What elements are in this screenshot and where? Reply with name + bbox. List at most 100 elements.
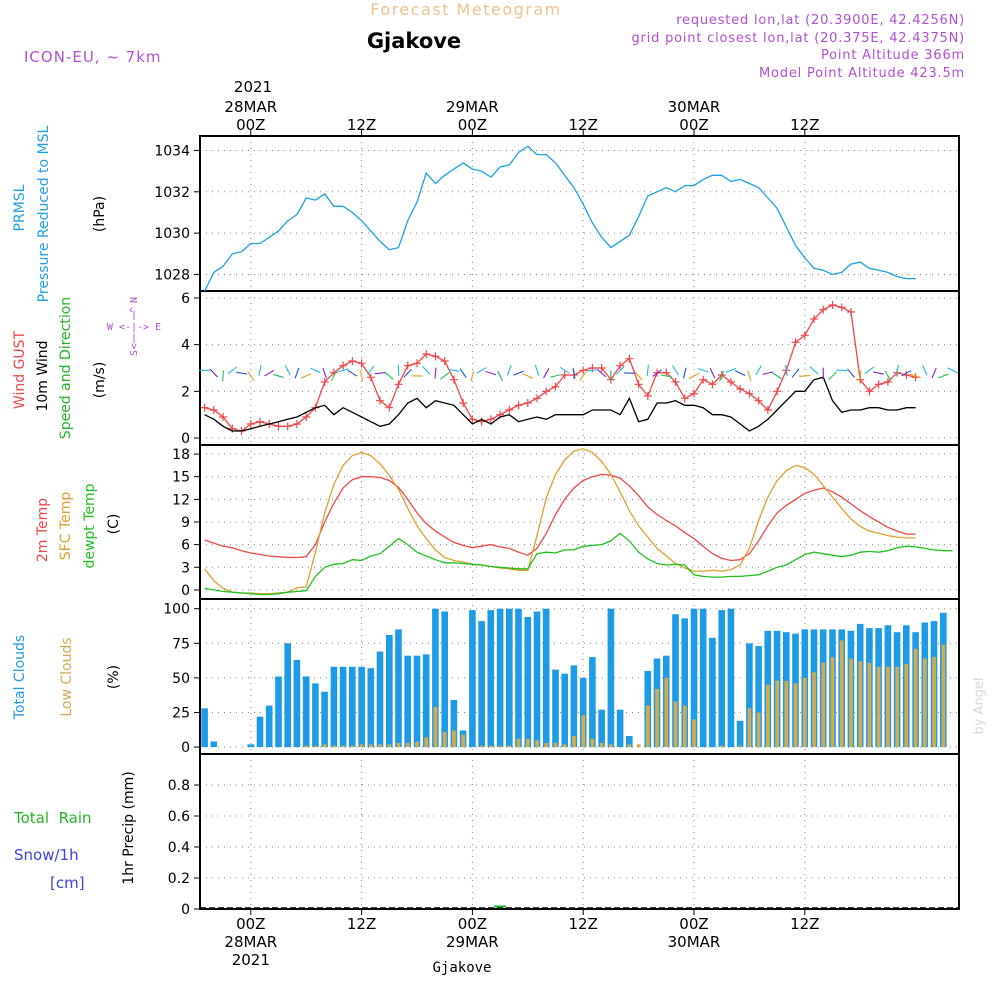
wind-arrow (384, 371, 394, 380)
wind-arrow (688, 372, 700, 380)
total-cloud-bar (699, 608, 707, 748)
compass-bar-top: | (131, 310, 137, 321)
gust-marker (579, 366, 588, 375)
dewpt-temp-line (204, 532, 953, 596)
wind-arrow (359, 370, 364, 382)
watermark: by Angel (972, 677, 987, 734)
precip-ytick-label: 0 (181, 902, 190, 918)
low-cloud-bar (636, 744, 641, 748)
wind-gust-label: Wind GUST (12, 330, 28, 409)
gust-marker (514, 401, 523, 410)
total-cloud-bar (709, 637, 716, 748)
low-cloud-bar (747, 708, 752, 748)
low-cloud-bar (599, 742, 604, 748)
wind-arrow (910, 373, 921, 379)
gust-marker (754, 396, 763, 405)
gust-marker (800, 331, 809, 340)
total-cloud-bar (579, 677, 587, 748)
top-tick-label: 00Z (458, 116, 487, 134)
total-cloud-bar (339, 666, 347, 748)
gust-marker (376, 396, 385, 405)
wind-ytick-label: 6 (181, 291, 190, 307)
wind-legend: Wind GUST 10m Wind Speed and Direction (… (12, 297, 161, 439)
total-cloud-bar (626, 736, 633, 748)
low-cloud-bar (646, 705, 650, 748)
bottom-tick-label: 12Z (347, 915, 376, 933)
top-tick-label: 12Z (347, 116, 376, 134)
rain-label: Total Rain (13, 809, 92, 827)
low-cloud-bar (876, 666, 881, 748)
temp-frame (199, 444, 960, 600)
low-cloud-bar (313, 745, 318, 748)
low-cloud-bar (562, 744, 567, 748)
total-cloud-bar (432, 608, 439, 748)
gust-marker (551, 382, 560, 391)
top-tick-label: 30MAR (668, 98, 721, 116)
precip-ytick-label: 0.8 (168, 778, 190, 794)
wind-arrow (459, 368, 467, 379)
low-cloud-bar (405, 742, 410, 748)
total-cloud-bar (358, 666, 365, 748)
total-cloud-bar (376, 651, 384, 748)
total-cloud-bar (386, 635, 393, 748)
total-cloud-bar (367, 668, 375, 748)
wind-arrow (709, 367, 716, 379)
clouds-ytick-label: 100 (163, 602, 190, 618)
low-cloud-bar (507, 745, 512, 748)
clouds-ytick-label: 25 (172, 705, 190, 721)
wind-arrow (725, 367, 737, 373)
wind-arrow (586, 369, 598, 372)
gust-marker (292, 420, 301, 428)
bottom-tick-label: 00Z (679, 915, 708, 933)
low-cloud-bar (895, 666, 899, 748)
total-cloud-bar (672, 614, 679, 748)
bottom-tick-label: 30MAR (668, 933, 721, 951)
wind-arrow (403, 368, 412, 378)
total-cloud-bar (404, 655, 411, 747)
model-label: ICON-EU, ~ 7km (24, 48, 162, 66)
wind-arrow (485, 370, 497, 376)
wind-arrow (579, 371, 587, 381)
precip-panel: 0 0.2 0.4 0.6 0.8 (168, 753, 960, 918)
low-cloud-bar (378, 744, 382, 748)
pressure-ytick-label: 1032 (154, 185, 190, 201)
low-cloud-bar (387, 744, 392, 748)
wind-arrow (597, 369, 607, 378)
temp-legend: 2m Temp SFC Temp dewpt Temp (C) (35, 483, 122, 568)
low-cloud-bar (766, 684, 770, 748)
gust-marker (486, 415, 495, 424)
low-cloud-bar (424, 737, 429, 748)
gust-marker (791, 338, 800, 347)
temp-ytick-label: 18 (172, 447, 190, 463)
low-cloud-bar (858, 661, 863, 748)
precip-ytick-label: 0.6 (168, 809, 190, 825)
total-cloud-bar (349, 666, 356, 748)
total-cloud-bar (524, 617, 532, 748)
total-cloud-bar (441, 611, 448, 748)
temp-ytick-label: 0 (181, 583, 190, 599)
low-cloud-bar (913, 648, 918, 748)
low-cloud-bar (849, 658, 853, 748)
clouds-unit: (%) (106, 665, 122, 689)
total-cloud-bar (450, 700, 458, 748)
wind-arrow (534, 364, 540, 376)
wind-arrow (347, 369, 358, 377)
compass-up: ^ (129, 307, 140, 313)
gust-marker (468, 415, 477, 424)
low-cloud-bar (415, 741, 419, 747)
total-cloud-bar (284, 643, 291, 748)
wind-arrow (847, 368, 855, 378)
low-cloud-bar (923, 658, 927, 748)
temp-panel: 0 3 6 9 12 15 18 (172, 444, 960, 600)
precip-unit: 1hr Precip (mm) (121, 771, 137, 884)
total-cloud-bar (201, 708, 208, 748)
model-altitude: Model Point Altitude 423.5m (759, 66, 965, 81)
sfc-temp-line (204, 448, 916, 595)
low-cloud-bar (821, 662, 826, 748)
wind-arrow (755, 365, 762, 376)
gust-marker (597, 364, 606, 372)
precip-legend: Total Rain Snow/1h [cm] 1hr Precip (mm) (13, 771, 137, 892)
total-cloud-bar (746, 643, 753, 748)
